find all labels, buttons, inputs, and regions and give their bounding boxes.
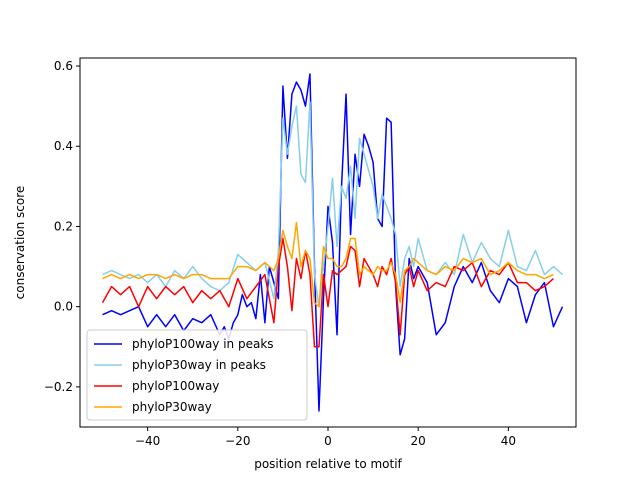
y-axis-label: conservation score	[13, 186, 27, 300]
x-tick-label: −40	[135, 434, 160, 448]
y-tick-label: −0.2	[44, 380, 73, 394]
x-tick-label: 0	[324, 434, 332, 448]
series-line-4	[102, 221, 554, 308]
series-line-3	[101, 237, 554, 348]
legend-label-2: phyloP30way in peaks	[132, 358, 266, 372]
x-tick-label: 20	[411, 434, 426, 448]
legend-label-1: phyloP100way in peaks	[132, 337, 274, 351]
x-tick-label: 40	[501, 434, 516, 448]
y-tick-label: 0.0	[54, 300, 73, 314]
y-axis: −0.2 0.0 0.2 0.4 0.6	[44, 59, 80, 394]
legend-box	[86, 329, 308, 421]
series-layer	[101, 73, 564, 412]
x-axis: −40 −20 0 20 40	[135, 427, 516, 448]
legend-label-3: phyloP100way	[132, 379, 219, 393]
series-line-2	[102, 101, 563, 308]
y-tick-label: 0.2	[54, 219, 73, 233]
y-tick-label: 0.4	[54, 139, 73, 153]
legend: phyloP100way in peaks phyloP30way in peak…	[86, 329, 308, 421]
y-tick-label: 0.6	[54, 59, 73, 73]
x-tick-label: −20	[225, 434, 250, 448]
legend-label-4: phyloP30way	[132, 400, 212, 414]
x-axis-label: position relative to motif	[254, 457, 402, 471]
